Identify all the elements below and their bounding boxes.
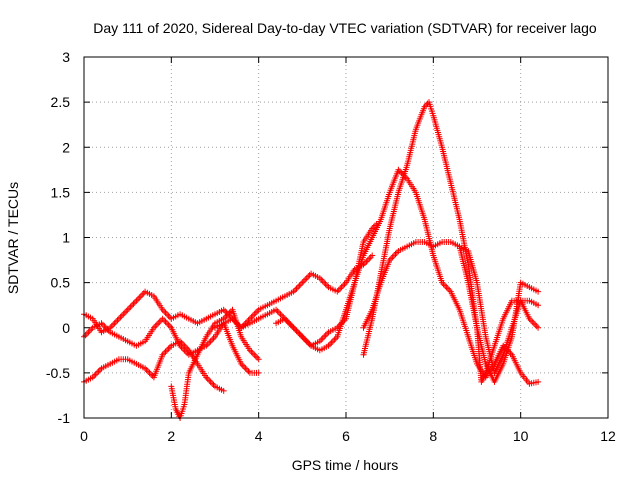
tick-labels: 0 2 4 6 8 10 12 -1 -0.5 0 0.5 1 1.5 2 2.5 3	[46, 49, 616, 444]
y-tick-label: 0.5	[51, 275, 71, 291]
axis-ticks	[83, 56, 609, 419]
x-tick-label: 12	[600, 428, 616, 444]
y-tick-label: 1.5	[51, 184, 71, 200]
y-tick-label: -1	[58, 410, 71, 426]
y-tick-label: 3	[62, 49, 70, 65]
y-tick-label: 2.5	[51, 94, 71, 110]
chart-title: Day 111 of 2020, Sidereal Day-to-day VTE…	[93, 20, 597, 36]
y-tick-label: 0	[62, 320, 70, 336]
x-axis-label: GPS time / hours	[292, 457, 399, 473]
series-track-6	[273, 166, 542, 387]
series-track-9	[456, 243, 542, 385]
y-tick-label: 2	[62, 139, 70, 155]
x-tick-label: 8	[429, 428, 437, 444]
plus-markers	[273, 166, 542, 387]
x-tick-label: 10	[513, 428, 529, 444]
x-tick-label: 0	[80, 428, 88, 444]
y-axis-label: SDTVAR / TECUs	[5, 182, 21, 294]
x-tick-label: 4	[255, 428, 263, 444]
plus-markers	[456, 243, 542, 385]
y-tick-label: -0.5	[46, 365, 70, 381]
x-tick-label: 6	[342, 428, 350, 444]
y-tick-label: 1	[62, 230, 70, 246]
x-tick-label: 2	[167, 428, 175, 444]
